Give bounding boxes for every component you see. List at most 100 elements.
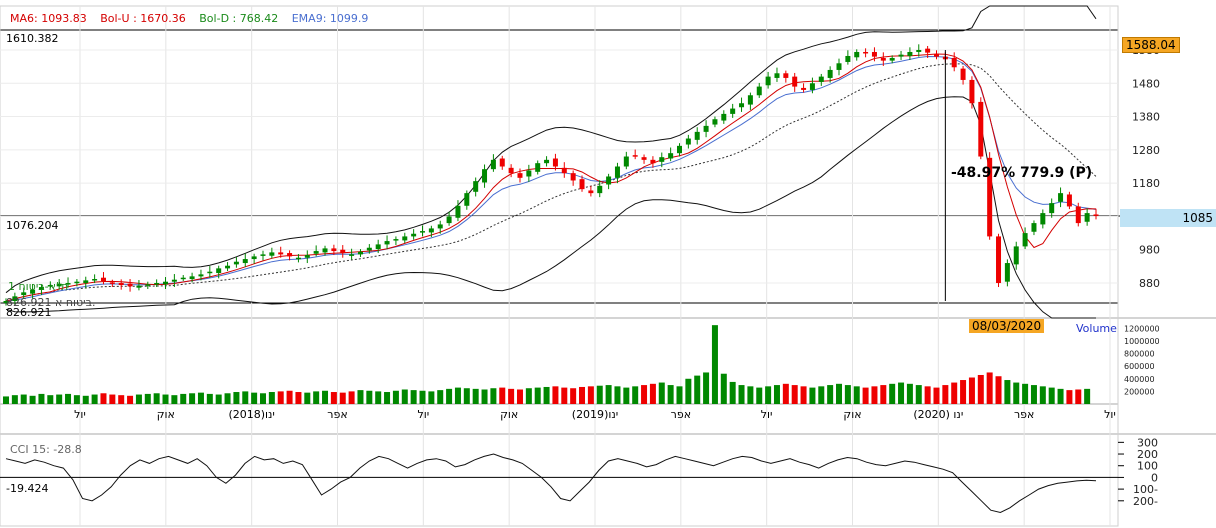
volume-bar <box>906 383 913 404</box>
candle-body <box>154 283 160 285</box>
volume-bar <box>1084 388 1091 404</box>
price-tick-label: 1380 <box>1132 111 1160 124</box>
volume-panel: 1200000 1000000 800000 600000 400000 200000 <box>3 324 1160 404</box>
volume-bar <box>330 392 337 404</box>
volume-bar <box>836 383 843 404</box>
volume-bar <box>685 378 692 404</box>
candle-body <box>969 79 975 104</box>
volume-bar <box>791 385 798 404</box>
volume-bar <box>91 394 98 404</box>
x-tick-label: אפר <box>1014 408 1034 421</box>
candle-body <box>614 166 620 178</box>
candle-body <box>287 253 293 257</box>
cci-tick-label: 200 <box>1137 448 1158 461</box>
candle-body <box>570 173 576 181</box>
candle-body <box>420 231 426 233</box>
volume-label: Volume <box>1076 322 1117 335</box>
volume-bar <box>782 383 789 404</box>
upper-hline-value: 1610.382 <box>6 32 59 45</box>
series-label: ת"א-ביטוח 1 <box>8 280 69 293</box>
candle-body <box>871 51 877 57</box>
overlap-label: 826.921 ביטוח א. <box>6 296 96 309</box>
candle-body <box>579 179 585 190</box>
candle-body <box>783 73 789 78</box>
candle-body <box>676 145 682 154</box>
volume-bar <box>641 385 648 404</box>
lower-hline-value: 826.921 <box>6 306 52 319</box>
volume-bar <box>454 387 461 404</box>
cci-value: -19.424 <box>6 482 49 495</box>
volume-bar <box>818 386 825 404</box>
volume-bar <box>357 390 364 404</box>
volume-bar <box>135 394 142 404</box>
candle-body <box>730 108 736 114</box>
volume-bar <box>171 395 178 404</box>
candle-body <box>83 280 89 284</box>
x-tick-label: אוק <box>500 408 518 421</box>
candle-body <box>668 153 674 159</box>
candle-body <box>747 95 753 105</box>
x-axis: יול אוק ינו(2018) אפר יול אוק ינו(2019) אפר יול א… <box>74 408 1116 421</box>
candle-body <box>996 236 1002 284</box>
candle-body <box>1031 223 1037 232</box>
candle-body <box>38 287 44 290</box>
candle-body <box>880 57 886 61</box>
candle-body <box>402 236 408 241</box>
volume-bar <box>765 386 772 404</box>
candle-body <box>933 53 939 57</box>
volume-bar <box>463 388 470 404</box>
indicator-legend: MA6: 1093.83 Bol-U : 1670.36 Bol-D : 768… <box>10 12 378 25</box>
candle-body <box>322 248 328 253</box>
candle-body <box>490 159 496 170</box>
candle-body <box>251 256 257 260</box>
volume-bar <box>100 393 107 404</box>
candle-body <box>659 157 665 162</box>
candle-body <box>65 283 71 285</box>
candle-body <box>765 76 771 86</box>
candle-body <box>854 51 860 58</box>
volume-bar <box>844 385 851 404</box>
volume-bar <box>579 386 586 404</box>
candle-body <box>242 259 248 264</box>
candle-body <box>641 157 647 160</box>
candle-body <box>1084 213 1090 222</box>
x-tick-label: ינו(2019) <box>572 408 618 421</box>
volume-bar <box>20 394 27 404</box>
candle-body <box>960 68 966 80</box>
legend-ema9: EMA9: 1099.9 <box>291 12 369 25</box>
volume-bar <box>392 390 399 404</box>
candle-body <box>171 279 177 282</box>
volume-bar <box>47 395 54 404</box>
drawdown-annotation: -48.97% 779.9 (P) <box>951 165 1093 181</box>
volume-bar <box>605 385 612 404</box>
candle-body <box>109 282 115 284</box>
candle-body <box>907 51 913 56</box>
candle-body <box>349 254 355 256</box>
volume-bar <box>348 391 355 404</box>
volume-bar <box>614 386 621 404</box>
price-tick-label: 1180 <box>1132 177 1160 190</box>
volume-bar <box>924 386 931 404</box>
cci-tick-label: 200- <box>1133 495 1158 508</box>
candle-body <box>225 265 231 269</box>
volume-bar <box>995 376 1002 404</box>
volume-bar <box>65 393 72 404</box>
candle-body <box>818 76 824 82</box>
price-tick-label: 1480 <box>1132 77 1160 90</box>
volume-bar <box>1075 389 1082 404</box>
volume-bar <box>286 390 293 404</box>
volume-bar <box>162 394 169 404</box>
volume-bar <box>1048 387 1055 404</box>
volume-bar <box>525 388 532 404</box>
volume-tick-label: 600000 <box>1124 362 1155 371</box>
volume-bar <box>490 388 497 404</box>
volume-bar <box>73 395 80 404</box>
volume-bar <box>401 389 408 404</box>
candle-body <box>180 277 186 280</box>
volume-bar <box>3 396 9 404</box>
price-tick-label: 980 <box>1139 244 1160 257</box>
volume-bar <box>543 386 550 404</box>
volume-bar <box>800 386 807 404</box>
